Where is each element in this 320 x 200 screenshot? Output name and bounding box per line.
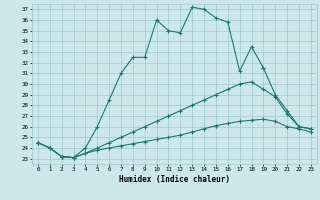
- X-axis label: Humidex (Indice chaleur): Humidex (Indice chaleur): [119, 175, 230, 184]
